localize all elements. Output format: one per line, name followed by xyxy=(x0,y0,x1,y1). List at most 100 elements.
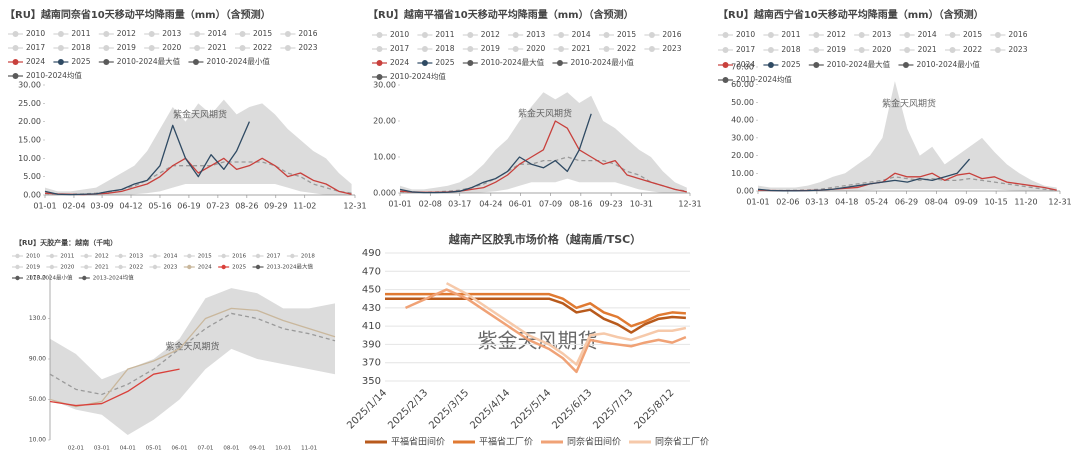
x-tick-label: 05-16 xyxy=(148,202,171,211)
legend-label: 2012 xyxy=(95,254,109,260)
legend-dot xyxy=(467,32,474,38)
legend-dot xyxy=(949,32,956,38)
legend-label: 2021 xyxy=(95,265,109,271)
legend-dot xyxy=(84,264,89,270)
legend-dot xyxy=(902,62,909,68)
x-tick-label: 2025/6/13 xyxy=(550,387,594,431)
y-tick-label: 50.00 xyxy=(29,396,46,403)
legend-label: 2016 xyxy=(232,254,246,260)
x-tick-label: 2025/4/14 xyxy=(468,387,512,431)
x-tick-label: 09-01 xyxy=(249,446,265,452)
x-tick-label: 07-23 xyxy=(206,202,229,211)
x-tick-label: 08-26 xyxy=(235,202,258,211)
x-tick-label: 12-31 xyxy=(1048,198,1071,207)
legend-label: 2020 xyxy=(526,44,545,53)
legend-label: 2020 xyxy=(872,45,891,54)
legend-dot xyxy=(858,47,865,53)
legend-dot xyxy=(813,47,820,53)
legend-label: 2012 xyxy=(117,29,136,38)
legend-dot xyxy=(103,59,110,65)
range-band xyxy=(45,99,352,195)
legend-dot xyxy=(904,32,911,38)
legend-dot xyxy=(221,264,226,270)
y-tick-label: 20.00 xyxy=(18,117,41,126)
legend-dot xyxy=(858,32,865,38)
x-tick-label: 08-16 xyxy=(569,200,592,209)
x-tick-label: 10-15 xyxy=(984,198,1007,207)
legend-label: 2020 xyxy=(162,43,181,52)
legend-dot xyxy=(103,31,110,37)
y-tick-label: 350 xyxy=(362,376,381,387)
legend-label: 2023 xyxy=(662,44,681,53)
legend-dot xyxy=(904,47,911,53)
legend-dot xyxy=(84,253,89,259)
legend-dot xyxy=(512,46,519,52)
x-tick-label: 08-01 xyxy=(223,446,239,452)
legend-dot xyxy=(12,31,19,37)
legend-label: 2014 xyxy=(572,30,591,39)
legend-label: 2021 xyxy=(208,43,227,52)
x-tick-label: 06-19 xyxy=(177,202,200,211)
y-tick-label: 30.00 xyxy=(731,133,754,142)
legend-dot xyxy=(767,47,774,53)
legend-dot xyxy=(603,46,610,52)
legend-label: 2013 xyxy=(162,29,181,38)
legend-label: 2012 xyxy=(827,30,846,39)
chart-title: 越南产区胶乳市场价格（越南盾/TSC） xyxy=(448,232,642,246)
range-band xyxy=(400,92,687,193)
x-tick-label: 09-23 xyxy=(600,200,623,209)
x-tick-label: 01-01 xyxy=(746,198,769,207)
y-tick-label: 0.00 xyxy=(736,187,754,196)
legend-dot xyxy=(49,253,55,259)
y-tick-label: 70.00 xyxy=(731,63,754,72)
legend-label: 2010-2024均值 xyxy=(26,70,82,80)
legend-label: 2018 xyxy=(435,44,454,53)
y-tick-label: 0.000 xyxy=(373,189,396,198)
x-tick-label: 11-20 xyxy=(1014,198,1037,207)
legend-label: 2010-2024最大值 xyxy=(117,56,181,66)
legend-dot xyxy=(57,45,64,51)
x-tick-label: 02-06 xyxy=(776,198,799,207)
legend-dot xyxy=(648,46,655,52)
legend-label: 2016 xyxy=(1008,30,1027,39)
x-tick-label: 05-01 xyxy=(146,446,162,452)
legend-dot xyxy=(118,264,123,270)
legend-label: 2015 xyxy=(253,29,272,38)
legend-dot xyxy=(813,32,820,38)
legend-dot xyxy=(421,32,428,38)
x-tick-label: 05-24 xyxy=(865,198,888,207)
legend-label: 2010-2024最小值 xyxy=(206,56,270,66)
y-tick-label: 60.00 xyxy=(731,80,754,89)
y-tick-label: 0.00 xyxy=(23,191,41,200)
legend-dot xyxy=(152,264,158,270)
legend-label: 2017 xyxy=(736,45,755,54)
legend-label: 2017 xyxy=(390,44,409,53)
chart-title: 【RU】越南平福省10天移动平均降雨量（mm）（含预测） xyxy=(368,8,634,21)
legend-dot xyxy=(194,31,201,37)
legend-dot xyxy=(255,253,261,259)
legend-dot xyxy=(192,59,199,65)
legend-label: 2010-2024最小值 xyxy=(916,59,980,69)
y-tick-label: 40.00 xyxy=(731,116,754,125)
legend-label: 2019 xyxy=(117,43,136,52)
legend-label: 2018 xyxy=(781,45,800,54)
legend-label: 2025 xyxy=(781,60,800,69)
legend-label: 2022 xyxy=(617,44,636,53)
legend-dot xyxy=(512,32,519,38)
legend-label: 2011 xyxy=(435,30,454,39)
y-tick-label: 50.00 xyxy=(731,98,754,107)
x-tick-label: 11-02 xyxy=(293,202,316,211)
series-line xyxy=(399,156,687,193)
x-tick-label: 04-01 xyxy=(120,446,136,452)
legend-dot xyxy=(722,62,729,68)
y-tick-label: 20.00 xyxy=(373,117,396,126)
series-line xyxy=(445,282,687,366)
legend-dot xyxy=(49,264,55,270)
x-tick-label: 10-01 xyxy=(275,446,291,452)
x-tick-label: 2025/3/15 xyxy=(427,387,471,431)
legend-dot xyxy=(994,32,1001,38)
series-line xyxy=(49,307,336,408)
legend-label: 2018 xyxy=(71,43,90,52)
legend-label: 2014 xyxy=(163,254,177,260)
